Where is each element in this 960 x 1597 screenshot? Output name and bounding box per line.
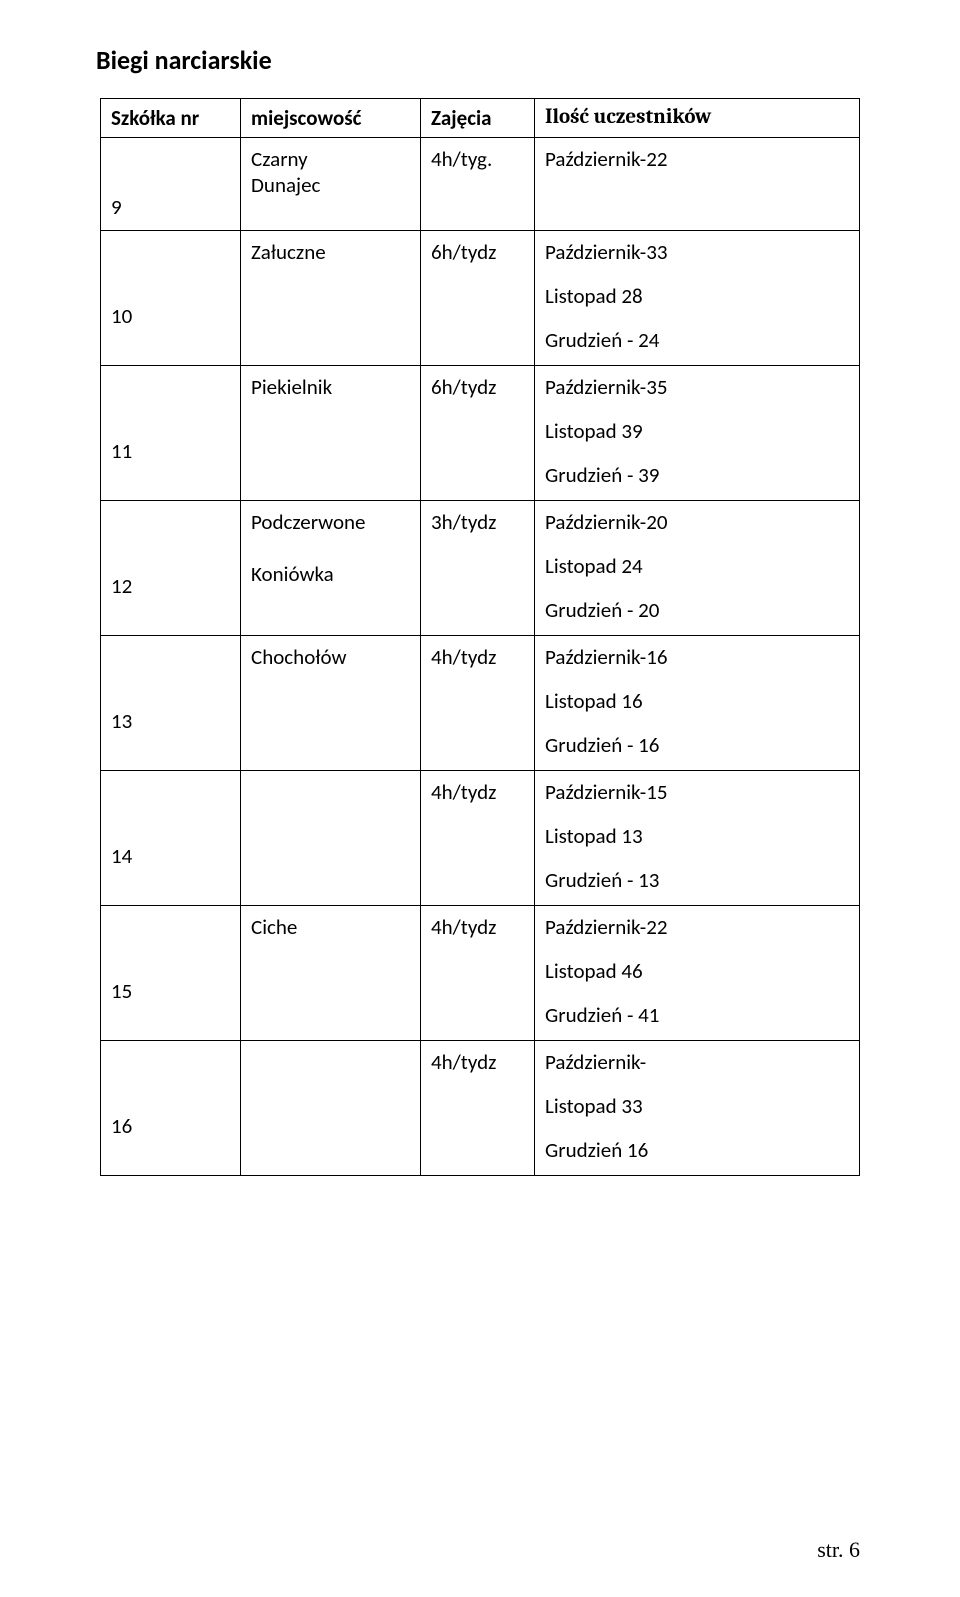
row-index: 12 [101,501,240,609]
row-ilosc: Październik-15 Listopad 13 Grudzień - 13 [535,771,859,905]
table-row: 10Załuczne6h/tydz Październik-33 Listopad … [101,231,860,366]
ilosc-value: Grudzień - 16 [545,732,849,758]
page-number: str. 6 [817,1537,860,1563]
row-location: Podczerwone Koniówka [241,501,420,597]
row-location [241,1041,420,1085]
ilosc-value: Październik-35 [545,374,849,400]
row-zajecia: 4h/tydz [421,771,534,815]
row-location [241,771,420,815]
row-index: 15 [101,906,240,1014]
ilosc-value: Grudzień - 20 [545,597,849,623]
table-row: 9CzarnyDunajec4h/tyg. Październik-22 [101,138,860,231]
col-ilosc: Ilość uczestników [535,99,860,138]
row-index: 9 [101,138,240,230]
row-ilosc: Październik-22 Listopad 46 Grudzień - 41 [535,906,859,1040]
ilosc-value: Grudzień - 39 [545,462,849,488]
row-index: 16 [101,1041,240,1149]
row-zajecia: 4h/tydz [421,906,534,950]
row-zajecia: 4h/tydz [421,636,534,680]
table-row: 13Chochołów4h/tydz Październik-16 Listopad… [101,636,860,771]
page-title: Biegi narciarskie [96,44,860,76]
ilosc-value: Grudzień - 41 [545,1002,849,1028]
ilosc-value: Listopad 46 [545,958,849,984]
table-row: 14 4h/tydz Październik-15 Listopad 13 Grudz… [101,771,860,906]
row-zajecia: 6h/tydz [421,231,534,275]
col-szkolka: Szkółka nr [101,99,241,138]
row-location: Załuczne [241,231,420,275]
row-index: 10 [101,231,240,339]
ilosc-value: Październik-22 [545,914,849,940]
row-ilosc: Październik-16 Listopad 16 Grudzień - 16 [535,636,859,770]
ilosc-value: Grudzień - 24 [545,327,849,353]
ilosc-value: Listopad 16 [545,688,849,714]
ilosc-value: Październik-16 [545,644,849,670]
ilosc-value: Październik-15 [545,779,849,805]
row-location: CzarnyDunajec [241,138,420,208]
row-location: Piekielnik [241,366,420,410]
row-zajecia: 3h/tydz [421,501,534,545]
row-zajecia: 6h/tydz [421,366,534,410]
ilosc-value: Październik- [545,1049,849,1075]
row-location: Chochołów [241,636,420,680]
header-row: Szkółka nr miejscowość Zajęcia Ilość ucz… [101,99,860,138]
col-zajecia: Zajęcia [421,99,535,138]
row-ilosc: Październik- Listopad 33 Grudzień 16 [535,1041,859,1175]
row-ilosc: Październik-35 Listopad 39 Grudzień - 39 [535,366,859,500]
ilosc-value: Listopad 39 [545,418,849,444]
ilosc-value: Grudzień 16 [545,1137,849,1163]
ilosc-value: Listopad 13 [545,823,849,849]
table-row: 12Podczerwone Koniówka3h/tydzPaździernik… [101,501,860,636]
row-ilosc: Październik-22 [535,138,859,184]
ilosc-value: Październik-20 [545,509,849,535]
table-row: 11Piekielnik6h/tydz Październik-35 Listopa… [101,366,860,501]
row-location: Ciche [241,906,420,950]
row-zajecia: 4h/tyg. [421,138,534,182]
data-table: Szkółka nr miejscowość Zajęcia Ilość ucz… [100,98,860,1176]
row-index: 14 [101,771,240,879]
ilosc-value: Grudzień - 13 [545,867,849,893]
ilosc-value: Październik-22 [545,146,849,172]
ilosc-value: Listopad 33 [545,1093,849,1119]
row-index: 11 [101,366,240,474]
table-row: 16 4h/tydz Październik- Listopad 33 Grudzie… [101,1041,860,1176]
table-row: 15Ciche4h/tydz Październik-22 Listopad 46 G… [101,906,860,1041]
row-ilosc: Październik-33 Listopad 28 Grudzień - 24 [535,231,859,365]
col-miejscowosc: miejscowość [241,99,421,138]
row-zajecia: 4h/tydz [421,1041,534,1085]
ilosc-value: Listopad 24 [545,553,849,579]
row-index: 13 [101,636,240,744]
row-ilosc: Październik-20 Listopad 24 Grudzień - 20 [535,501,859,635]
ilosc-value: Październik-33 [545,239,849,265]
ilosc-value: Listopad 28 [545,283,849,309]
